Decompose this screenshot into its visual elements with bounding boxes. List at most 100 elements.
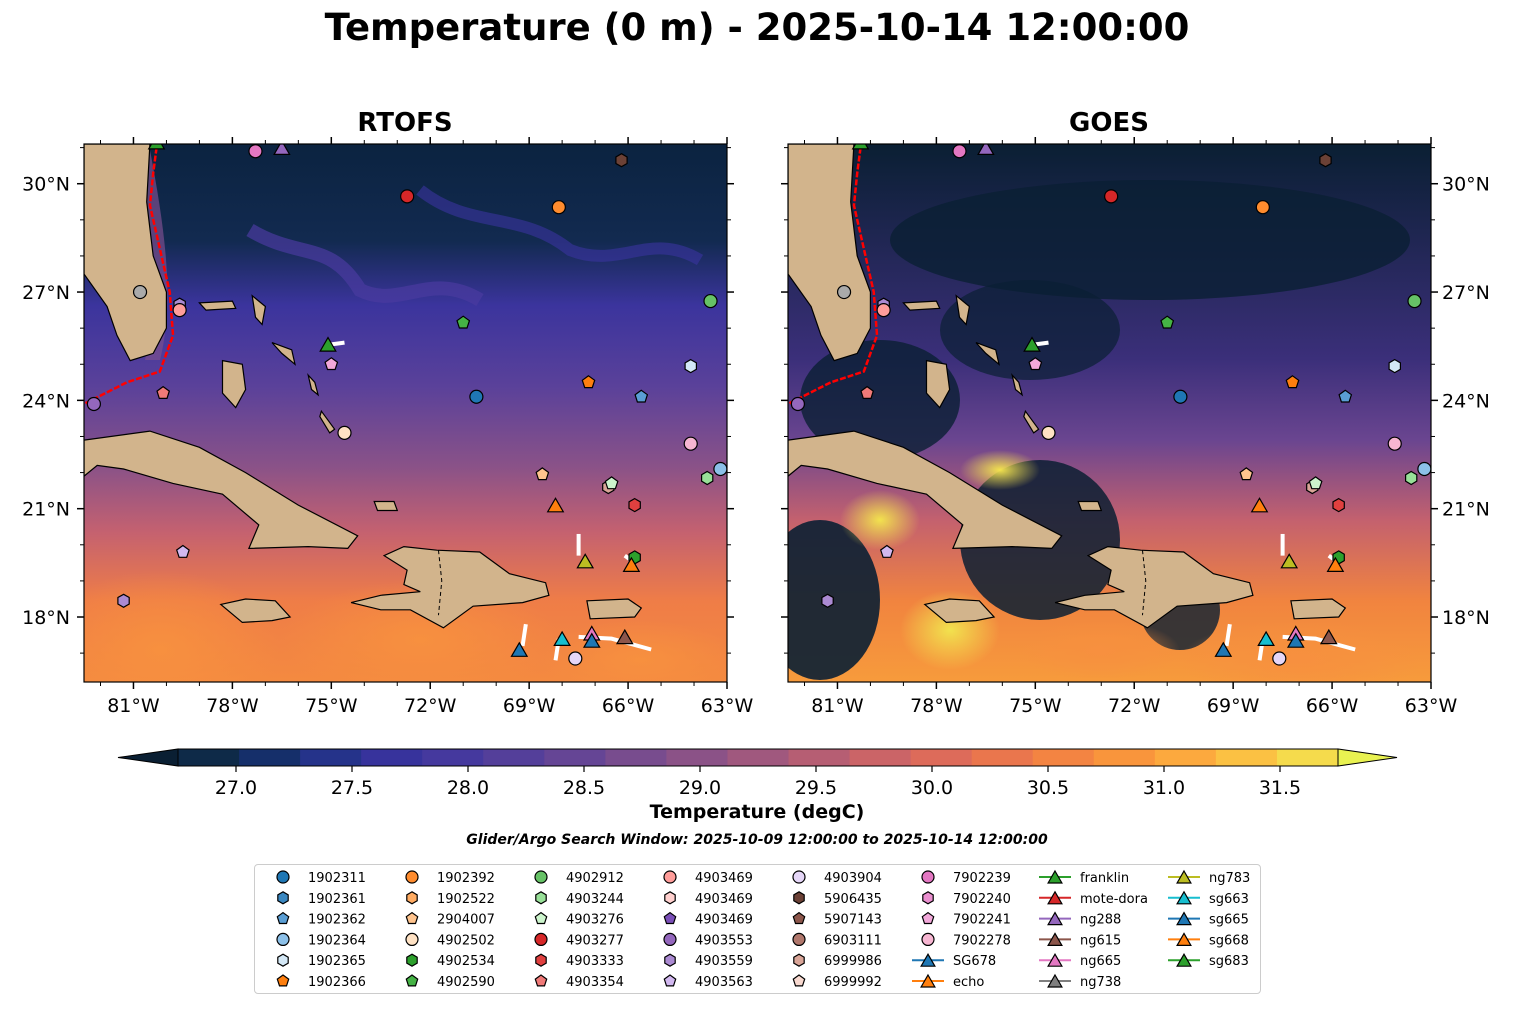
goes-gulf-stream-line [788, 147, 879, 406]
legend-label: 7902239 [953, 871, 1011, 886]
colorbar-segment [910, 749, 973, 766]
lon-tick-label: 78°W [910, 695, 963, 717]
legend-marker-1902365 [277, 953, 289, 967]
lat-tick-label-right: 30°N [1442, 174, 1490, 196]
goes-float-marker [1404, 470, 1418, 486]
legend-label: 5906435 [824, 892, 882, 907]
legend-label: 4903277 [566, 933, 624, 948]
legend-label: 4903276 [566, 913, 624, 928]
legend-label: 1902361 [308, 892, 366, 907]
rtofs-float-marker [400, 189, 415, 204]
rtofs-float-marker [713, 461, 727, 477]
colorbar-segment [1215, 749, 1278, 766]
legend-marker-ng783 [1176, 869, 1192, 884]
lon-tick-label: 66°W [602, 695, 655, 717]
legend-label: 6903111 [824, 933, 882, 948]
rtofs-land-eleuthera [271, 342, 296, 366]
rtofs-float-marker [132, 284, 148, 300]
lon-tick-label: 69°W [503, 695, 556, 717]
legend-label: 4903354 [566, 975, 624, 990]
colorbar-tick-label: 31.0 [1143, 777, 1185, 799]
legend-marker-1902522 [406, 891, 418, 905]
lon-tick-label: 69°W [1207, 695, 1260, 717]
goes-glider-marker [1214, 641, 1233, 657]
rtofs-glider-marker [576, 553, 595, 569]
rtofs-float-marker [324, 357, 339, 371]
legend-marker-1902311 [276, 870, 290, 884]
lat-tick-label-left: 27°N [22, 282, 70, 304]
legend-marker-SG678 [920, 952, 936, 967]
goes-land-catisland [1011, 373, 1024, 397]
legend-marker-7902240 [922, 891, 934, 905]
goes-glider-marker [1286, 632, 1305, 648]
legend-marker-sg683 [1176, 952, 1192, 967]
lat-tick-label-right: 27°N [1442, 282, 1490, 304]
legend-marker-4903244 [535, 891, 547, 905]
legend-marker-4903469 [664, 891, 676, 905]
legend-marker-4902502 [405, 932, 419, 947]
colorbar: 27.0 27.5 28.0 28.5 29.0 29.5 30.0 30.5 31.0 31.5 [117, 748, 1398, 799]
goes-float-marker [1387, 436, 1402, 451]
lon-tick-label: 75°W [1009, 695, 1062, 717]
legend-label: 4903469 [695, 871, 753, 886]
goes-float-marker [836, 284, 852, 300]
rtofs-land-florida [84, 144, 167, 362]
legend-label: 7902278 [953, 933, 1011, 948]
colorbar-segment [1093, 749, 1156, 766]
legend-label: 1902311 [308, 871, 366, 886]
colorbar-tick-label: 27.0 [215, 777, 257, 799]
lat-tick-label-left: 24°N [22, 390, 70, 412]
legend-marker-4903469 [663, 911, 677, 925]
rtofs-land-catisland [307, 373, 320, 397]
legend-label: 5907143 [824, 913, 882, 928]
legend-label: 4903244 [566, 892, 624, 907]
goes-glider-track [1035, 340, 1049, 347]
colorbar-segment [1276, 749, 1339, 766]
legend-label: mote-dora [1080, 892, 1148, 907]
rtofs-float-marker [172, 302, 187, 318]
rtofs-land-hispaniola [350, 545, 550, 629]
colorbar-segment [544, 749, 606, 766]
legend-marker-7902278 [921, 932, 935, 947]
figure-title: Temperature (0 m) - 2025-10-14 12:00:00 [324, 6, 1190, 49]
legend-label: 4903904 [824, 871, 882, 886]
legend-marker-sg668 [1176, 932, 1192, 947]
lat-tick-label-left: 30°N [22, 174, 70, 196]
legend-label: 4902590 [437, 975, 495, 990]
goes-float-marker [1332, 497, 1345, 513]
rtofs-float-marker [175, 544, 190, 558]
legend-label: 7902241 [953, 913, 1011, 928]
colorbar-extend-min [117, 748, 179, 767]
legend-label: 2904007 [437, 913, 495, 928]
legend-marker-sg663 [1176, 890, 1192, 905]
legend-label: 1902364 [308, 933, 366, 948]
legend-marker-4903904 [792, 870, 806, 884]
panel-title-rtofs: RTOFS [357, 108, 453, 138]
legend-marker-4902534 [406, 953, 418, 967]
legend-label: echo [953, 975, 984, 990]
colorbar-tick-label: 29.0 [679, 777, 721, 799]
goes-float-marker [1308, 476, 1323, 490]
legend-marker-4902590 [405, 974, 419, 987]
goes-land-jamaica [923, 598, 996, 624]
legend-marker-1902364 [276, 932, 290, 947]
legend-label: 1902522 [437, 892, 495, 907]
rtofs-glider-marker [546, 497, 565, 513]
rtofs-land-cuba [84, 430, 359, 550]
goes-land-long [1023, 409, 1040, 434]
legend-marker-2904007 [405, 911, 419, 925]
lon-tick-label: 63°W [701, 695, 754, 717]
legend-marker-4902912 [534, 870, 548, 884]
legend-marker-1902392 [405, 870, 419, 884]
legend-label: ng615 [1080, 933, 1121, 948]
lon-tick-label: 75°W [305, 695, 358, 717]
rtofs-glider-track [520, 623, 528, 647]
rtofs-glider-marker [615, 628, 634, 645]
lat-tick-label-right: 24°N [1442, 390, 1490, 412]
goes-float-marker [1041, 425, 1056, 440]
legend-label: sg683 [1209, 954, 1249, 969]
legend-label: sg663 [1209, 892, 1249, 907]
legend-marker-ng738 [1047, 973, 1063, 988]
goes-float-marker [790, 396, 805, 412]
lon-tick-label: 66°W [1306, 695, 1359, 717]
